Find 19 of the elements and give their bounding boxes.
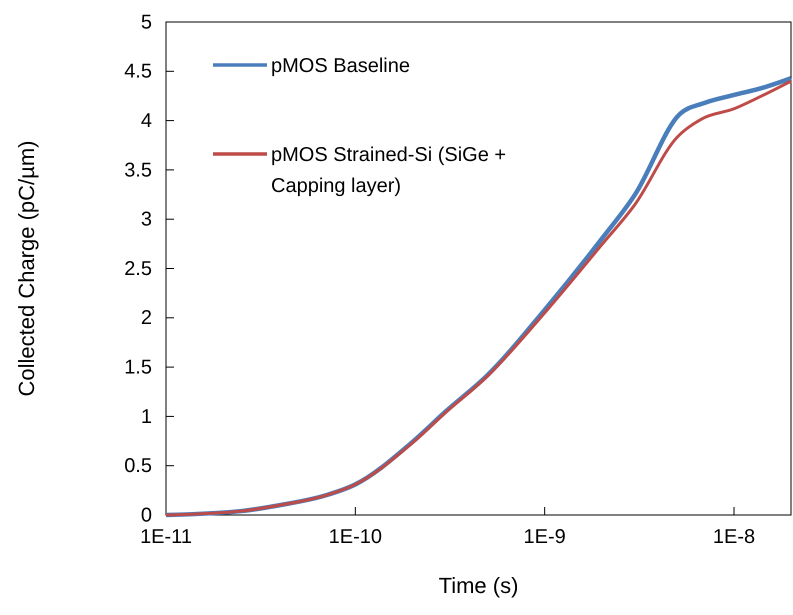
y-tick-label: 4 — [140, 110, 152, 132]
legend-label: pMOS Baseline — [271, 55, 410, 77]
y-tick-label: 4.5 — [124, 60, 152, 83]
legend-label: pMOS Strained-Si (SiGe + Capping layer) — [271, 144, 506, 197]
y-tick-label: 1.5 — [124, 356, 152, 378]
y-axis-title: Collected Charge (pC/µm) — [14, 140, 39, 396]
y-tick-label: 5 — [140, 11, 152, 34]
y-tick-label: 0.5 — [124, 455, 152, 478]
x-tick-label: 1E-10 — [328, 526, 382, 548]
x-axis-title: Time (s) — [438, 573, 518, 598]
y-tick-label: 1 — [140, 406, 152, 428]
x-tick-label: 1E-11 — [140, 526, 192, 548]
y-tick-label: 3.5 — [124, 159, 152, 182]
x-tick-label: 1E-8 — [712, 526, 756, 548]
y-tick-label: 2.5 — [124, 258, 152, 280]
y-tick-label: 2 — [140, 307, 152, 330]
x-tick-label: 1E-9 — [524, 526, 566, 548]
y-tick-label: 3 — [140, 208, 152, 231]
y-tick-label: 0 — [140, 504, 152, 526]
